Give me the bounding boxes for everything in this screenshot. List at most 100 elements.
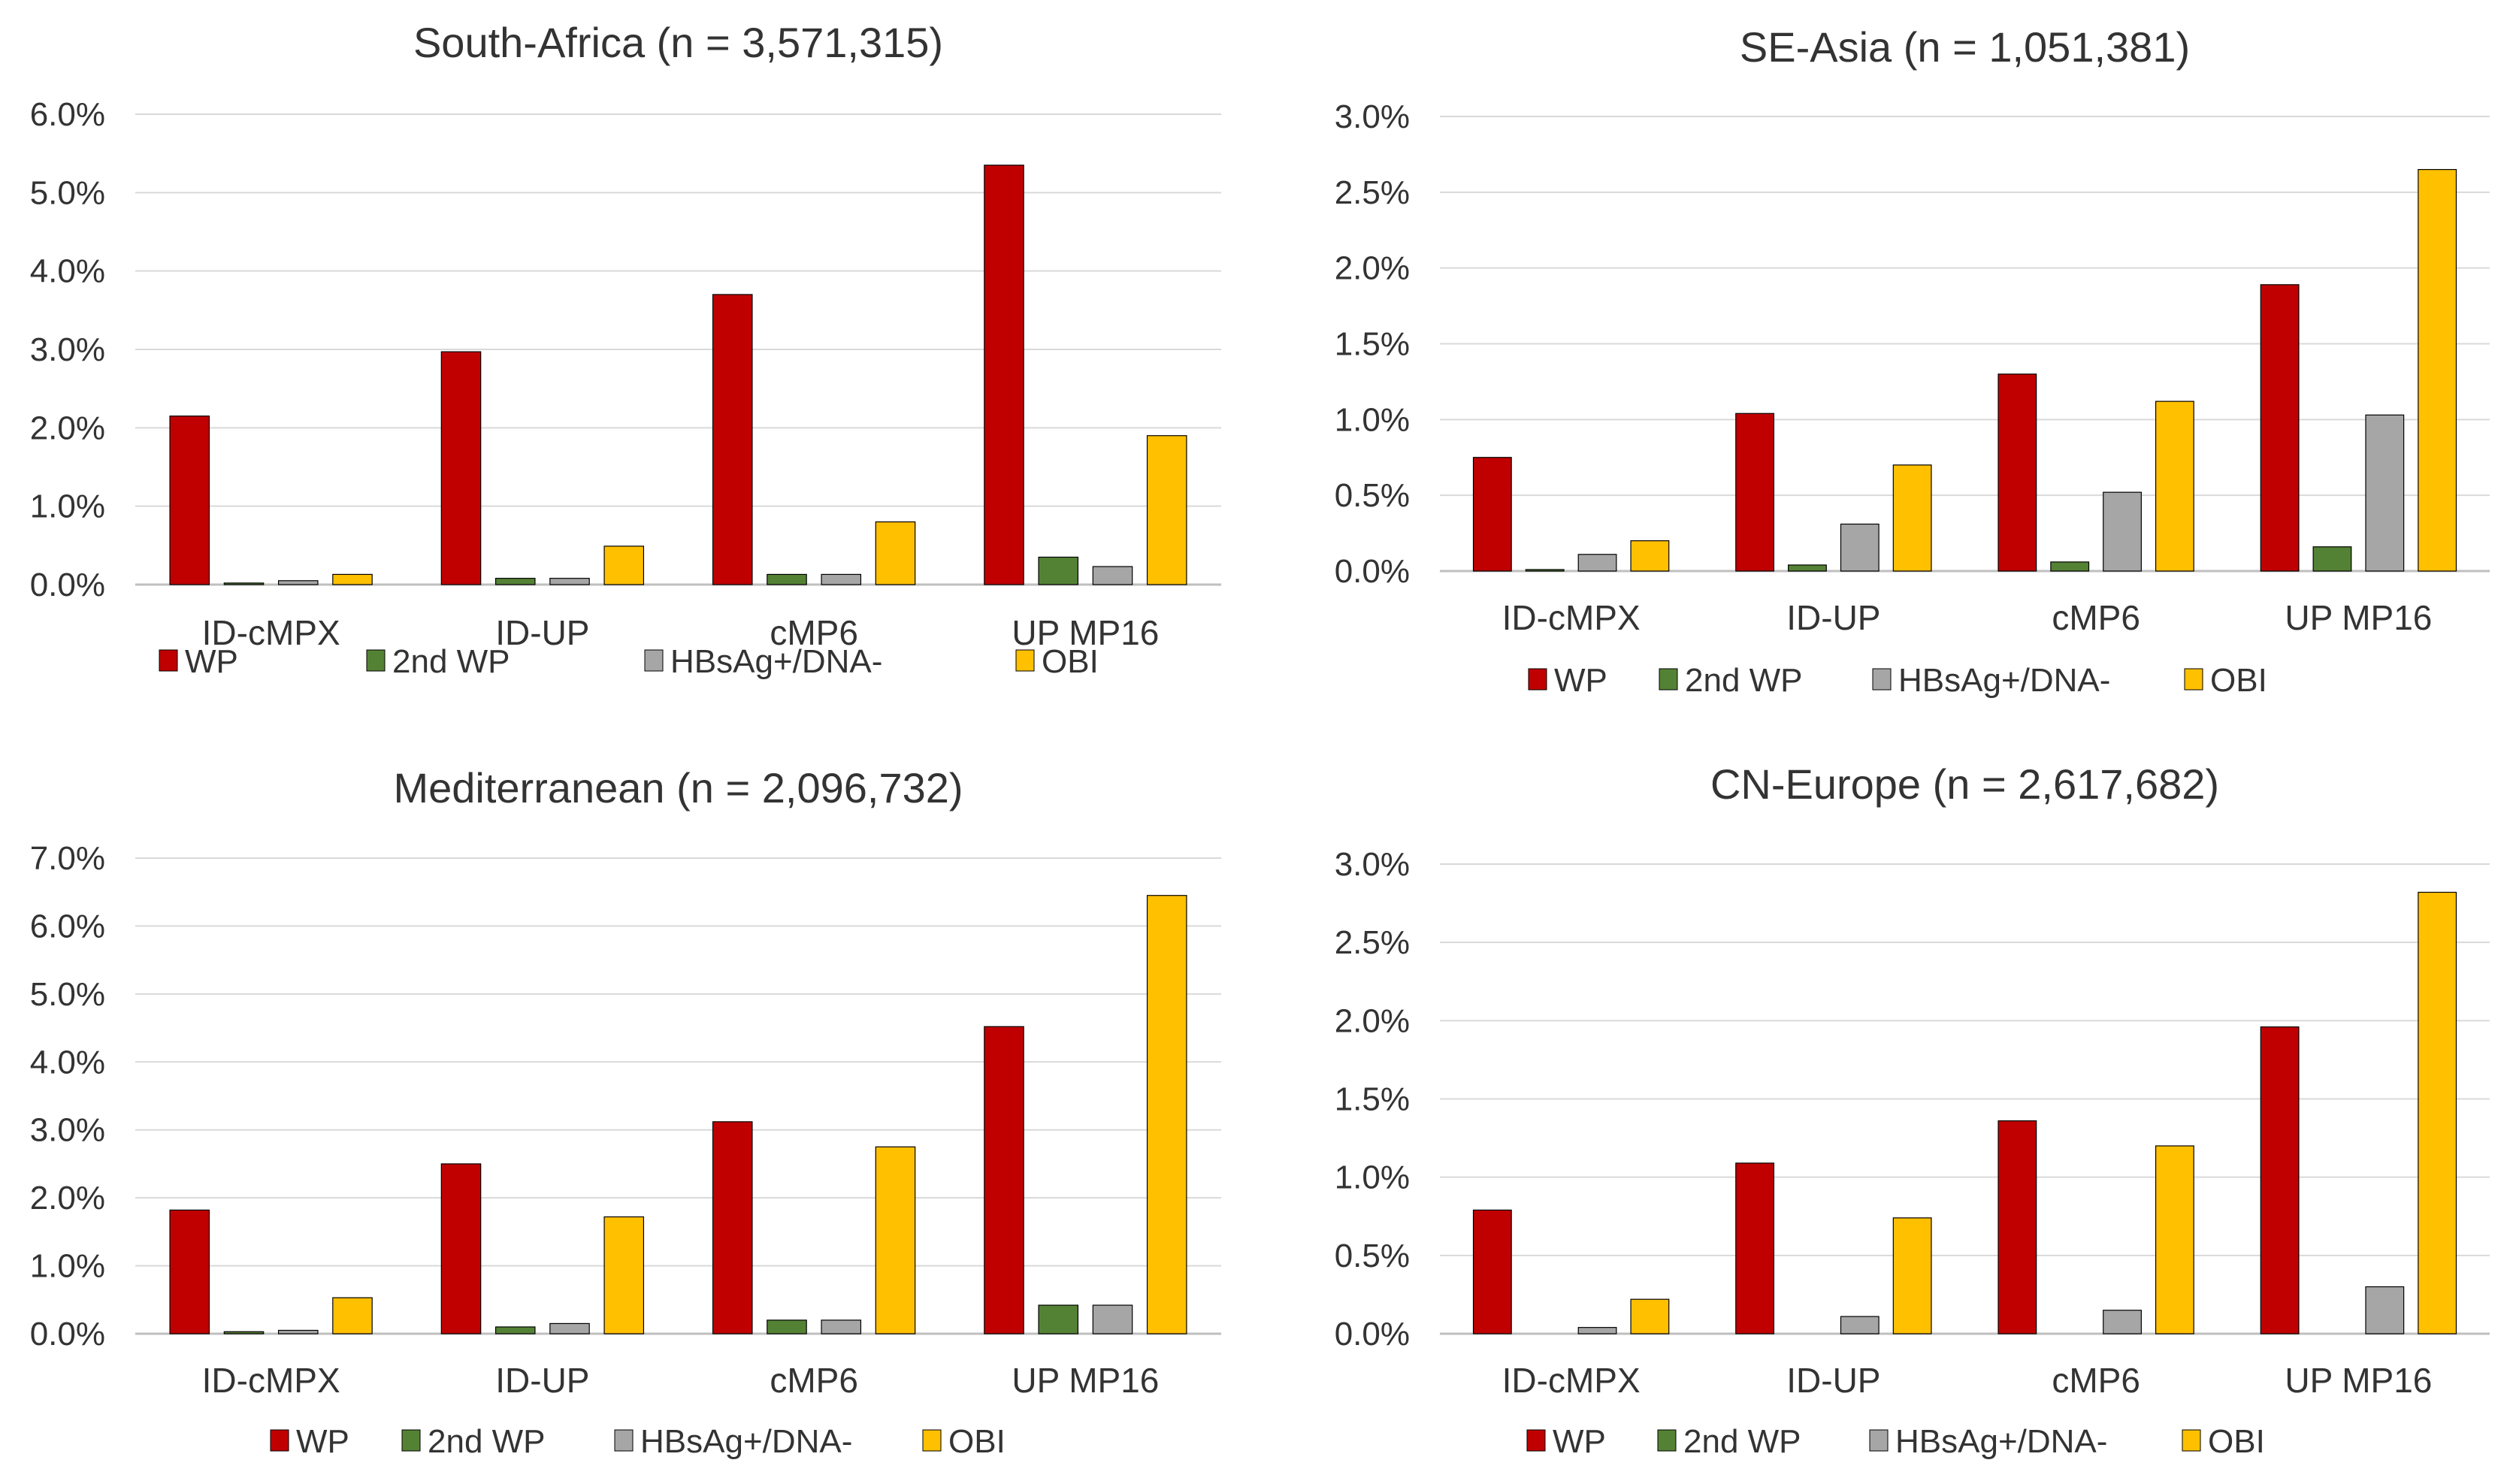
bar xyxy=(440,351,482,585)
chart-title: Mediterranean (n = 2,096,732) xyxy=(393,764,963,812)
x-category-label: UP MP16 xyxy=(2285,1361,2432,1400)
bar xyxy=(1472,1209,1512,1334)
bar xyxy=(1840,1316,1880,1334)
y-tick-label: 0.0% xyxy=(30,1316,105,1353)
legend-swatch xyxy=(1657,1429,1677,1452)
x-category-label: UP MP16 xyxy=(1012,1361,1159,1400)
bar xyxy=(549,578,590,585)
bar xyxy=(767,1319,807,1334)
x-category-label: UP MP16 xyxy=(1012,613,1159,652)
legend-label: OBI xyxy=(2210,662,2267,699)
legend-label: WP xyxy=(1553,1423,1606,1460)
y-tick-label: 1.0% xyxy=(1335,1159,1410,1196)
bar xyxy=(1146,895,1187,1334)
bar xyxy=(767,573,807,585)
legend-label: HBsAg+/DNA- xyxy=(670,643,882,680)
chart-mediterranean: Mediterranean (n = 2,096,732) 0.0% 1.0% 2.0… xyxy=(0,740,1252,1480)
bar xyxy=(223,582,265,585)
chart-title: CN-Europe (n = 2,617,682) xyxy=(1710,760,2219,808)
y-tick-label: 4.0% xyxy=(30,1044,105,1081)
bar xyxy=(1735,413,1775,572)
legend-swatch xyxy=(1528,668,1547,691)
bar xyxy=(1788,564,1827,572)
legend-swatch xyxy=(1526,1429,1546,1452)
legend-label: HBsAg+/DNA- xyxy=(1895,1423,2107,1460)
y-tick-label: 1.0% xyxy=(30,488,105,525)
chart-title: South-Africa (n = 3,571,315) xyxy=(413,19,943,66)
chart-south-africa: South-Africa (n = 3,571,315) 0.0% 1.0% 2.0%… xyxy=(0,0,1252,740)
bar xyxy=(712,294,753,585)
x-category-label: ID-cMPX xyxy=(202,1361,340,1400)
x-category-label: cMP6 xyxy=(770,613,858,652)
bar xyxy=(2418,168,2457,572)
y-tick-label: 1.5% xyxy=(1335,326,1410,363)
chart-svg-mediterranean: Mediterranean (n = 2,096,732) 0.0% 1.0% 2.0… xyxy=(30,764,1221,1460)
bar xyxy=(440,1163,482,1334)
y-tick-label: 3.0% xyxy=(30,331,105,368)
y-tick-label: 3.0% xyxy=(1335,846,1410,883)
y-tick-label: 1.0% xyxy=(30,1248,105,1285)
legend-label: 2nd WP xyxy=(1685,662,1803,699)
legend-label: 2nd WP xyxy=(1683,1423,1801,1460)
bar xyxy=(2103,491,2142,572)
y-tick-label: 5.0% xyxy=(30,976,105,1013)
chart-title: SE-Asia (n = 1,051,381) xyxy=(1740,23,2190,71)
legend-swatch xyxy=(2182,1429,2201,1452)
legend-label: HBsAg+/DNA- xyxy=(1898,662,2110,699)
legend-swatch xyxy=(1869,1429,1889,1452)
y-tick-label: 4.0% xyxy=(30,253,105,290)
chart-svg-cn-europe: CN-Europe (n = 2,617,682) 0.0% 0.5% 1.0% 1.5… xyxy=(1335,760,2490,1460)
chart-cn-europe: CN-Europe (n = 2,617,682) 0.0% 0.5% 1.0% 1.5… xyxy=(1252,740,2504,1480)
legend-swatch xyxy=(1872,668,1892,691)
bar xyxy=(603,1216,645,1334)
bar xyxy=(494,578,536,585)
x-category-label: UP MP16 xyxy=(2285,598,2432,637)
y-tick-label: 2.5% xyxy=(1335,174,1410,211)
y-tick-label: 7.0% xyxy=(30,840,105,877)
bar xyxy=(875,521,916,585)
y-tick-label: 0.0% xyxy=(1335,553,1410,590)
bar xyxy=(821,573,862,585)
bar xyxy=(821,1319,862,1334)
y-tick-label: 0.5% xyxy=(1335,1238,1410,1274)
legend-swatch xyxy=(366,649,386,672)
legend-label: 2nd WP xyxy=(392,643,510,680)
bar xyxy=(169,1209,210,1334)
bar xyxy=(875,1146,916,1334)
legend-swatch xyxy=(1015,649,1035,672)
bar xyxy=(984,1026,1024,1334)
legend-label: OBI xyxy=(948,1423,1006,1460)
bar xyxy=(1472,457,1512,572)
y-tick-label: 1.0% xyxy=(1335,401,1410,438)
y-tick-label: 2.0% xyxy=(1335,250,1410,287)
legend-label: WP xyxy=(185,643,238,680)
y-tick-label: 0.5% xyxy=(1335,477,1410,514)
bar xyxy=(603,546,645,585)
x-category-label: ID-cMPX xyxy=(1502,598,1641,637)
y-tick-label: 2.0% xyxy=(30,1180,105,1217)
y-tick-label: 1.5% xyxy=(1335,1081,1410,1118)
bar xyxy=(2312,546,2352,572)
y-tick-label: 2.5% xyxy=(1335,924,1410,961)
bar xyxy=(1892,464,1932,572)
legend-swatch xyxy=(401,1429,421,1452)
legend-swatch xyxy=(270,1429,289,1452)
bar xyxy=(1892,1217,1932,1334)
bar xyxy=(1630,1298,1670,1334)
bar xyxy=(2050,561,2090,572)
legend-swatch xyxy=(614,1429,634,1452)
y-tick-label: 2.0% xyxy=(1335,1002,1410,1039)
bar xyxy=(277,1329,319,1334)
y-tick-label: 0.0% xyxy=(30,567,105,603)
bar xyxy=(2260,1026,2300,1334)
bar xyxy=(2365,1286,2405,1334)
x-category-label: ID-cMPX xyxy=(1502,1361,1641,1400)
y-tick-label: 3.0% xyxy=(1335,98,1410,135)
bar xyxy=(1577,1327,1617,1334)
bar xyxy=(332,1297,373,1334)
bar xyxy=(494,1326,536,1334)
chart-se-asia: SE-Asia (n = 1,051,381) 0.0% 0.5% 1.0% 1.5% 2… xyxy=(1252,0,2504,740)
bar xyxy=(2260,284,2300,572)
bar xyxy=(1146,435,1187,585)
x-category-label: ID-UP xyxy=(1786,598,1880,637)
